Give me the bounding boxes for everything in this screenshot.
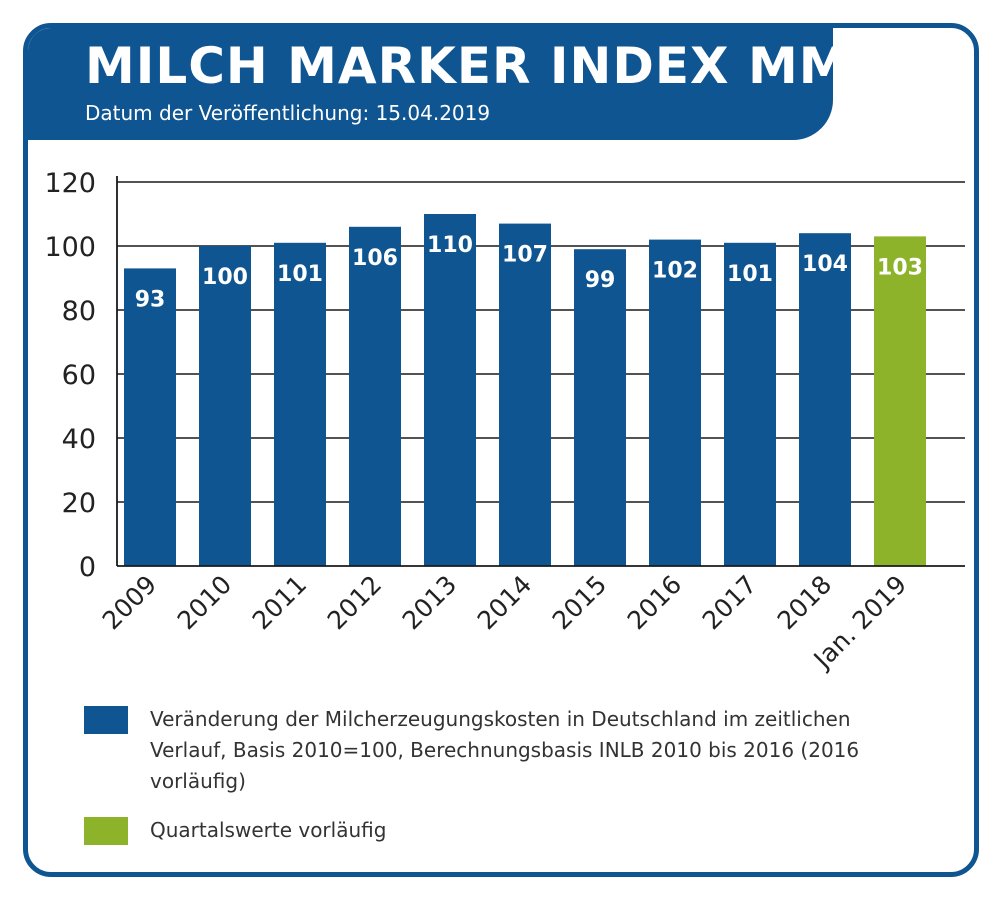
data-label: 103 [877,255,923,280]
bar [349,226,401,567]
data-label: 107 [502,243,548,268]
bar [499,223,551,566]
data-label: 93 [135,287,166,312]
data-label: 106 [352,246,398,271]
legend-item-quarterly: Quartalswerte vorläufig [84,815,930,846]
x-tick-label: 2018 [772,570,837,635]
legend-label-costs: Veränderung der Milcherzeugungskosten in… [150,707,860,793]
x-tick-label: 2010 [172,570,237,635]
bar [574,249,626,566]
bar-chart: 0 20 40 60 80 100 120 93 100 101 106 110 107 99 102 101… [44,168,965,675]
x-tick-label: 2016 [622,570,687,635]
legend-swatch-quarterly [84,817,128,845]
y-tick-label: 60 [62,360,96,391]
x-tick-label: 2015 [547,570,612,635]
y-tick-label: 0 [79,552,96,583]
x-tick-label: 2011 [247,570,312,635]
x-tick-label: 2009 [97,570,162,635]
y-tick-label: 120 [44,168,96,199]
legend-swatch-costs [84,706,128,734]
data-label: 101 [277,262,323,287]
y-tick-label: 100 [44,232,96,263]
data-label: 104 [802,252,848,277]
x-tick-label: 2013 [397,570,462,635]
data-label: 99 [585,268,616,293]
y-tick-label: 40 [62,424,96,455]
bar [424,214,476,566]
y-tick-label: 80 [62,296,96,327]
chart-title: MILCH MARKER INDEX MMI [85,37,870,95]
x-tick-label: 2012 [322,570,387,635]
data-label: 100 [202,265,248,290]
x-tick-label: 2017 [697,570,762,635]
legend-label-quarterly: Quartalswerte vorläufig [150,818,387,842]
data-label: 101 [727,262,773,287]
y-tick-label: 20 [62,488,96,519]
data-label: 102 [652,259,698,284]
bar [274,242,326,567]
bar [724,242,776,567]
bar [124,268,176,566]
header-band: MILCH MARKER INDEX MMI Datum der Veröffe… [28,28,868,140]
publication-date: Datum der Veröffentlichung: 15.04.2019 [85,101,491,125]
bar [874,236,926,566]
legend-item-costs: Veränderung der Milcherzeugungskosten in… [84,704,930,797]
bar [799,233,851,566]
data-label: 110 [427,233,473,258]
bar [649,239,701,566]
x-tick-label: 2014 [472,570,537,635]
bar [199,246,251,566]
